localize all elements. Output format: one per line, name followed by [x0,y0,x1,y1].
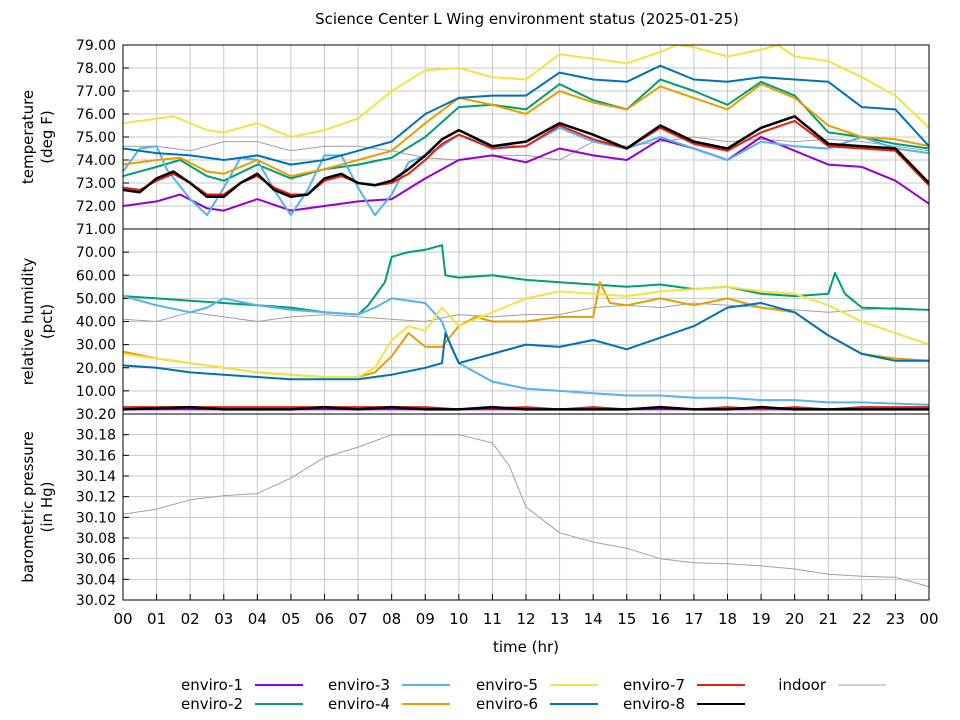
y-axis-label: relative humidity(pct) [19,258,56,386]
x-tick-label: 15 [617,610,636,628]
chart-title: Science Center L Wing environment status… [315,10,739,28]
x-tick-label: 22 [852,610,871,628]
y-tick-label: 30.08 [76,531,116,547]
x-tick-label: 00 [919,610,938,628]
x-tick-label: 13 [550,610,569,628]
x-tick-label: 11 [483,610,502,628]
y-tick-label: 30.16 [76,448,116,464]
panels: 79.00 78.00 77.00 76.00 75.00 74.00 73.00 72.00… [19,38,930,609]
x-tick-label: 23 [886,610,905,628]
x-tick-label: 14 [584,610,603,628]
x-tick-label: 12 [516,610,535,628]
y-tick-label: 73.00 [76,176,116,192]
x-tick-label: 04 [248,610,267,628]
y-tick-label: 30.04 [76,572,116,588]
series-group [123,434,929,588]
series-line-indoor [123,136,929,161]
y-tick-label: 10.00 [76,384,116,400]
y-tick-label: 30.14 [76,469,116,485]
series-line-enviro-4 [123,83,929,178]
x-tick-label: 07 [349,610,368,628]
y-tick-label: 30.18 [76,428,116,444]
x-tick-label: 00 [113,610,132,628]
y-tick-label: 76.00 [76,107,116,123]
y-axis-label-line: barometric pressure [19,431,37,583]
x-tick-label: 06 [315,610,334,628]
y-tick-label: 50.00 [76,291,116,307]
y-tick-label: 74.00 [76,153,116,169]
series-line-enviro-1 [123,136,929,212]
panel-3: 30.18 30.16 30.14 30.12 30.10 30.08 30.06 30.04… [19,407,930,609]
legend-label-enviro-4: enviro-4 [328,695,390,713]
legend-label-indoor: indoor [778,676,827,694]
x-axis-label: time (hr) [493,638,559,656]
series-line-enviro-2 [123,244,929,316]
series-group [123,45,929,217]
y-tick-label: 40.00 [76,315,116,331]
y-tick-label: 77.00 [76,84,116,100]
y-axis-label-line: temperature [19,90,37,184]
x-tick-label: 16 [651,610,670,628]
y-tick-label: 70.00 [76,245,116,261]
y-axis-label-line: (in Hg) [38,482,56,533]
series-line-enviro-6 [123,302,929,381]
x-tick-label: 19 [752,610,771,628]
x-tick-label: 03 [214,610,233,628]
panel-2: 70.00 60.00 50.00 40.00 30.00 20.00 10.00 relat… [19,228,930,415]
x-tick-label: 08 [382,610,401,628]
y-tick-label: 30.10 [76,510,116,526]
y-tick-label: 30.20 [76,407,116,423]
series-line-indoor [123,302,929,322]
x-tick-label: 05 [281,610,300,628]
series-line-indoor [123,434,929,588]
y-tick-label: 78.00 [76,61,116,77]
y-tick-label: 30.02 [76,593,116,609]
series-line-enviro-5 [123,285,929,378]
y-axis-label-line: (deg F) [38,110,56,163]
y-tick-label: 30.12 [76,490,116,506]
x-axis-ticks: 00 01 02 03 04 05 06 07 08 09 10 11 12 13 14 15 16 17 18 19… [113,594,939,628]
x-tick-label: 01 [147,610,166,628]
x-tick-label: 21 [819,610,838,628]
series-group [123,244,929,411]
y-tick-label: 30.06 [76,552,116,568]
series-line-enviro-5 [123,45,929,138]
y-tick-label: 75.00 [76,130,116,146]
y-axis-label: barometric pressure(in Hg) [19,431,56,583]
y-axis-label-line: (pct) [38,304,56,339]
y-axis-label: temperature(deg F) [19,90,56,184]
legend-label-enviro-8: enviro-8 [623,695,685,713]
x-tick-label: 09 [416,610,435,628]
legend-label-enviro-5: enviro-5 [476,676,538,694]
y-tick-label: 79.00 [76,38,116,54]
panel-1: 79.00 78.00 77.00 76.00 75.00 74.00 73.00 72.00… [19,38,930,238]
x-tick-label: 18 [718,610,737,628]
legend-label-enviro-3: enviro-3 [328,676,390,694]
x-tick-label: 17 [684,610,703,628]
series-line-enviro-8 [123,115,929,199]
y-axis-label-line: relative humidity [19,258,37,386]
series-line-enviro-8 [123,405,929,411]
series-line-enviro-6 [123,64,929,166]
legend-label-enviro-7: enviro-7 [623,676,685,694]
series-line-enviro-7 [123,119,929,196]
x-tick-label: 10 [449,610,468,628]
x-tick-label: 20 [785,610,804,628]
x-tick-label: 02 [181,610,200,628]
y-tick-label: 20.00 [76,361,116,377]
y-tick-label: 60.00 [76,268,116,284]
legend-label-enviro-2: enviro-2 [181,695,243,713]
y-tick-label: 30.00 [76,338,116,354]
y-tick-label: 72.00 [76,199,116,215]
legend-label-enviro-1: enviro-1 [181,676,243,694]
y-tick-label: 71.00 [76,222,116,238]
legend-label-enviro-6: enviro-6 [476,695,538,713]
